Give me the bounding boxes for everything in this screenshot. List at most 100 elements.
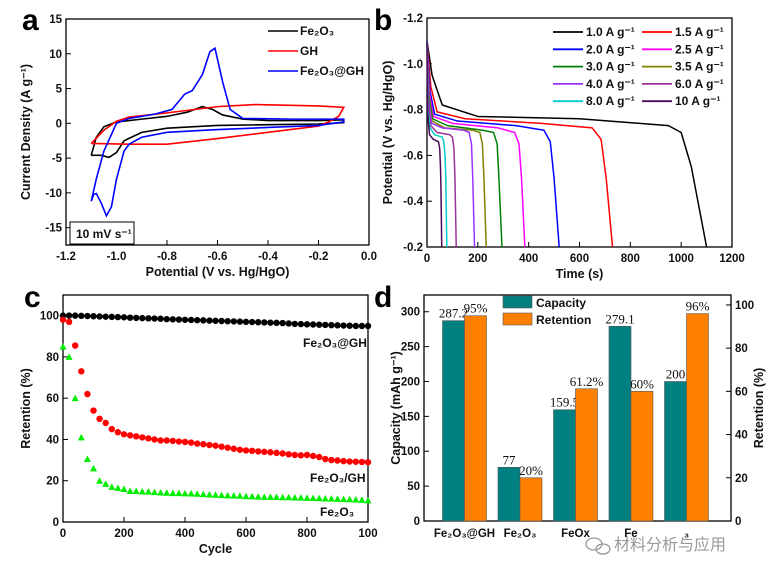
- data-point-c-2: [260, 493, 268, 500]
- y-tick-label-a: -5: [52, 153, 63, 165]
- data-point-c-1: [352, 458, 359, 465]
- bar-value-label: 279.1: [605, 311, 634, 326]
- data-point-c-2: [132, 487, 140, 495]
- data-point-c-1: [316, 453, 323, 461]
- data-point-c-2: [279, 493, 287, 501]
- data-point-c-1: [108, 425, 116, 433]
- y-axis-label-c: Retention (%): [19, 368, 33, 449]
- y-tick-label-c: 80: [46, 352, 59, 364]
- data-point-c-1: [145, 435, 152, 442]
- bar-capacity: [442, 320, 465, 522]
- data-point-c-0: [139, 314, 146, 322]
- legend-label-b-2: 2.0 A g⁻¹: [586, 42, 635, 56]
- data-point-c-0: [157, 315, 164, 322]
- x-tick-label-a: -1.0: [107, 251, 127, 263]
- cv-curve-2: [90, 46, 345, 218]
- data-point-c-2: [175, 489, 183, 497]
- y-tick-label-d: 250: [401, 342, 420, 354]
- plot-frame-c: [62, 294, 369, 523]
- x-tick-label-b: 1000: [668, 253, 694, 265]
- data-point-c-2: [169, 489, 177, 497]
- data-point-c-2: [181, 489, 189, 497]
- y-tick-label-a: -15: [45, 223, 62, 235]
- data-point-c-2: [90, 464, 97, 472]
- legend-label-b-9: 10 A g⁻¹: [675, 94, 720, 108]
- data-point-c-2: [315, 494, 323, 502]
- data-point-c-2: [254, 493, 262, 500]
- legend-label-a-2: Fe₂O₃@GH: [300, 64, 364, 78]
- data-point-c-0: [224, 318, 231, 325]
- bar-value-label: 61.2%: [570, 374, 604, 389]
- data-point-c-1: [78, 368, 85, 375]
- y-tick-label-d: 150: [401, 411, 420, 423]
- data-point-c-0: [322, 321, 329, 329]
- bar-retention: [519, 477, 543, 522]
- legend-label-d-0: Capacity: [536, 296, 586, 310]
- data-point-c-0: [108, 313, 116, 321]
- data-point-c-0: [133, 314, 140, 322]
- data-point-c-1: [175, 438, 183, 445]
- data-point-c-1: [218, 443, 225, 450]
- data-point-c-2: [151, 488, 158, 496]
- legend-label-b-5: 3.5 A g⁻¹: [675, 60, 724, 74]
- data-point-c-2: [309, 494, 317, 502]
- data-point-c-2: [120, 485, 128, 492]
- data-point-c-2: [138, 487, 146, 495]
- data-point-c-1: [169, 437, 176, 445]
- data-point-c-2: [236, 492, 244, 499]
- legend-label-d-1: Retention: [536, 313, 591, 327]
- data-point-c-0: [145, 315, 152, 322]
- data-point-c-0: [200, 317, 207, 324]
- cv-curve-0: [90, 105, 345, 159]
- data-point-c-0: [72, 312, 79, 319]
- data-point-c-1: [212, 442, 219, 449]
- data-point-c-0: [175, 316, 183, 323]
- data-point-c-1: [224, 444, 231, 451]
- data-point-c-0: [102, 313, 109, 320]
- panel-letter-b: b: [374, 4, 392, 37]
- x-axis-label-c: Cycle: [199, 542, 232, 556]
- data-point-c-0: [212, 317, 219, 324]
- legend-label-b-0: 1.0 A g⁻¹: [586, 25, 635, 39]
- gcd-curve-1: [426, 40, 614, 248]
- x-tick-label-b: 800: [621, 253, 640, 265]
- x-tick-label-b: 1200: [719, 253, 745, 265]
- legend-label-b-6: 4.0 A g⁻¹: [586, 77, 635, 91]
- y-tick-label-c: 60: [46, 393, 59, 405]
- x-tick-label-c: 100: [358, 528, 377, 540]
- data-point-c-0: [163, 315, 170, 323]
- x-axis-label-a: Potential (V vs. Hg/HgO): [146, 265, 290, 279]
- gcd-curve-9: [426, 40, 443, 248]
- data-point-c-1: [303, 451, 311, 459]
- legend-label-b-8: 8.0 A g⁻¹: [586, 94, 635, 108]
- panel-letter-d: d: [374, 281, 392, 314]
- data-point-c-0: [346, 322, 353, 329]
- data-point-c-1: [285, 451, 292, 458]
- data-point-c-1: [194, 440, 201, 447]
- y2-tick-label-d: 20: [735, 473, 748, 485]
- data-point-c-1: [90, 407, 97, 414]
- data-point-c-2: [224, 491, 232, 499]
- data-point-c-2: [248, 492, 256, 500]
- data-point-c-1: [230, 445, 237, 452]
- watermark: 材料分析与应用: [614, 535, 726, 554]
- wechat-logo: [585, 537, 611, 555]
- x-tick-label-a: -0.6: [208, 251, 228, 263]
- data-point-c-2: [199, 490, 207, 498]
- gcd-curve-5: [426, 40, 487, 248]
- data-point-c-1: [84, 390, 91, 398]
- y-tick-label-a: 5: [56, 84, 63, 96]
- data-point-c-1: [102, 419, 109, 427]
- data-point-c-2: [334, 495, 341, 502]
- y2-tick-label-d: 0: [735, 516, 741, 528]
- data-point-c-1: [96, 415, 103, 423]
- bar-value-label: 77: [503, 452, 517, 467]
- data-point-c-0: [169, 316, 176, 323]
- y-axis-label-b: Potential (V vs. Hg/HgO): [381, 61, 395, 205]
- data-point-c-0: [126, 314, 134, 321]
- data-point-c-2: [108, 483, 116, 490]
- gcd-curve-7: [426, 40, 457, 248]
- data-point-c-2: [218, 491, 226, 499]
- y2-tick-label-d: 100: [735, 300, 754, 312]
- data-point-c-0: [273, 319, 280, 327]
